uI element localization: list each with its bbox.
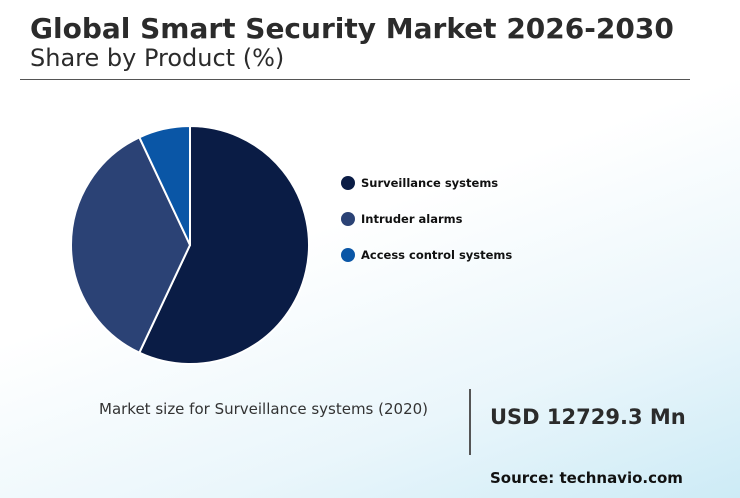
market-size-label: Market size for Surveillance systems (20…: [99, 400, 429, 418]
source-credit: Source: technavio.com: [490, 469, 683, 487]
legend-label-surveillance: Surveillance systems: [361, 176, 499, 190]
legend-swatch-access-control: [341, 248, 355, 262]
market-size-value: USD 12729.3 Mn: [490, 405, 686, 429]
legend-label-access-control: Access control systems: [361, 248, 513, 262]
pie-slice-surveillance: [138, 125, 310, 365]
chart-title: Global Smart Security Market 2026-2030: [30, 12, 674, 45]
legend-swatch-intruder-alarms: [341, 212, 355, 226]
pie-slice-intruder-alarms: [70, 136, 191, 354]
legend-item-access-control: Access control systems: [341, 246, 512, 264]
pie-slice-access-control: [138, 125, 191, 246]
chart-subtitle: Share by Product (%): [30, 44, 285, 72]
callout-divider: [469, 389, 471, 455]
legend-item-surveillance: Surveillance systems: [341, 174, 512, 192]
legend-item-intruder-alarms: Intruder alarms: [341, 210, 512, 228]
legend-label-intruder-alarms: Intruder alarms: [361, 212, 463, 226]
legend: Surveillance systems Intruder alarms Acc…: [341, 174, 512, 282]
header-divider: [20, 79, 690, 80]
legend-swatch-surveillance: [341, 176, 355, 190]
